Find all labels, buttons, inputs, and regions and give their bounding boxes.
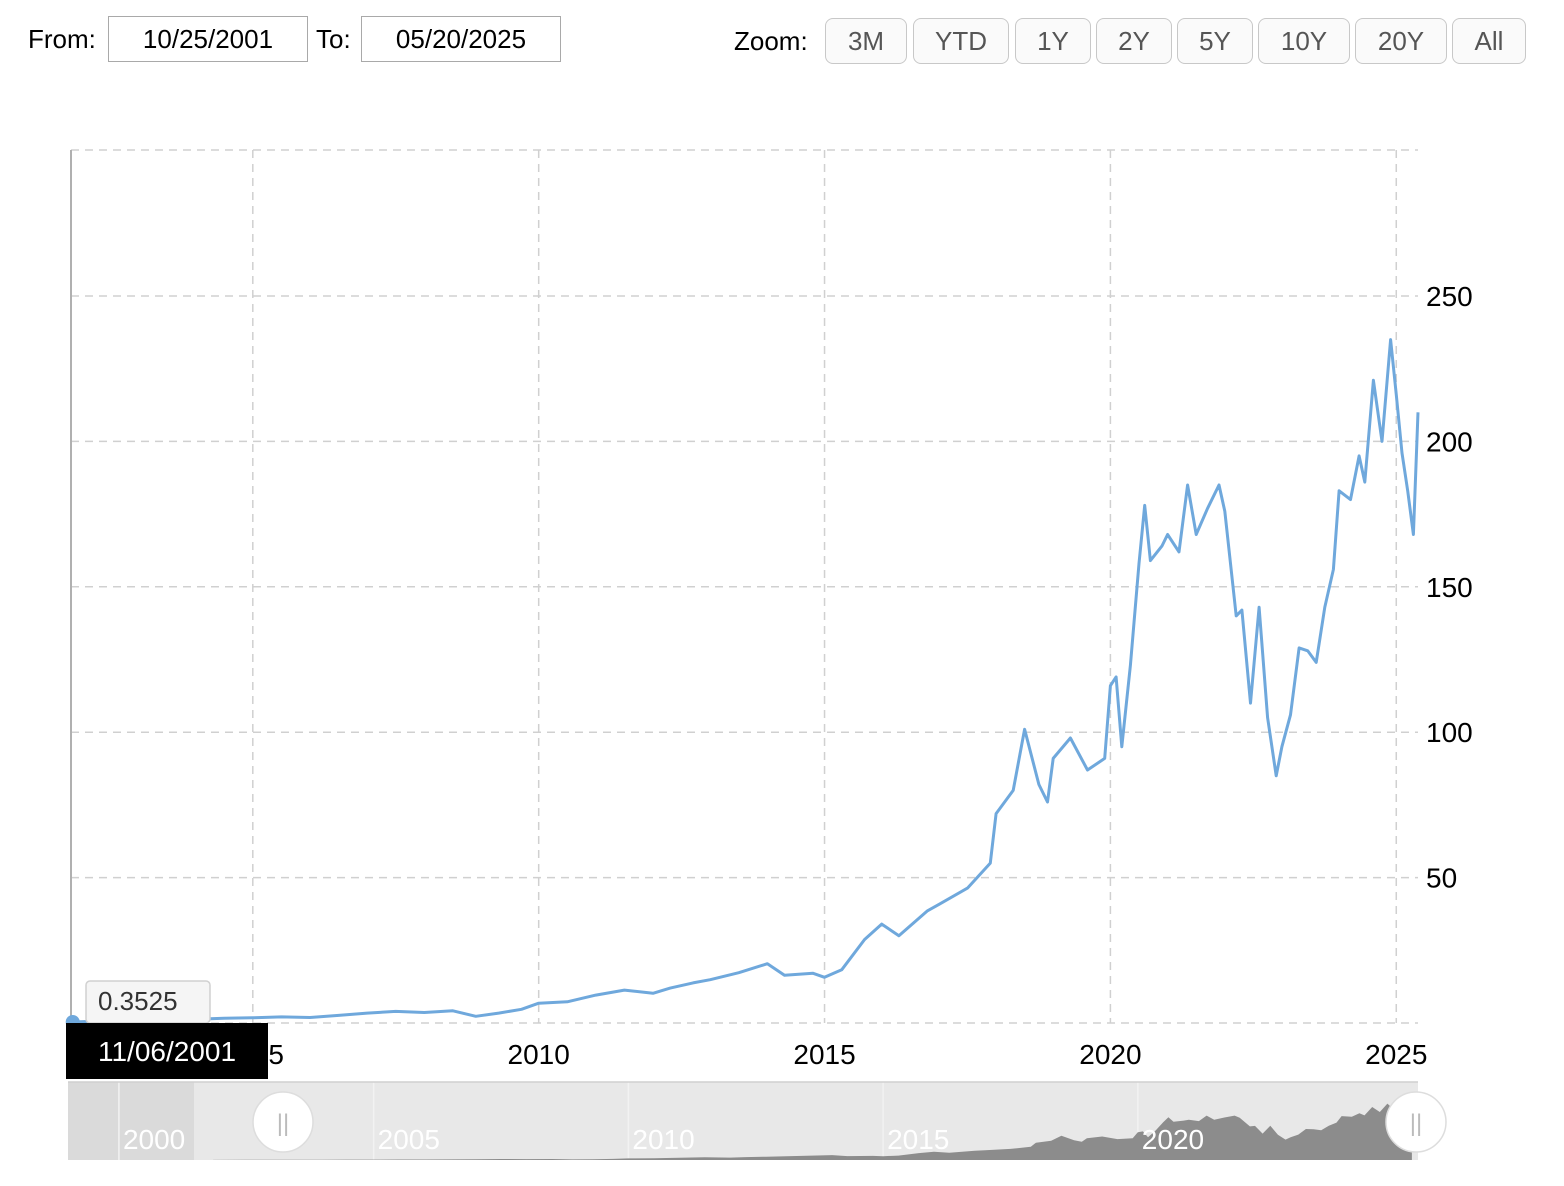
tooltip-value: 0.3525 [98,986,178,1016]
from-date-input[interactable]: 10/25/2001 [108,16,308,62]
navigator-year-label: 2000 [123,1124,185,1155]
navigator-left-handle[interactable]: || [252,1091,314,1153]
navigator-year-label: 2010 [632,1124,694,1155]
x-tick-label: 2010 [508,1039,570,1070]
zoom-button-all[interactable]: All [1452,18,1526,64]
y-tick-label: 50 [1426,863,1457,894]
navigator-year-label: 2015 [887,1124,949,1155]
y-tick-label: 100 [1426,717,1473,748]
x-tick-label: 2020 [1079,1039,1141,1070]
y-tick-label: 250 [1426,281,1473,312]
zoom-button-5y[interactable]: 5Y [1177,18,1253,64]
to-date-input[interactable]: 05/20/2025 [361,16,561,62]
navigator-area-series [213,1103,1412,1160]
x-gridlines [252,150,1398,1023]
date-tooltip: 11/06/2001 [66,1023,268,1079]
x-tick-label: 2025 [1365,1039,1427,1070]
zoom-button-1y[interactable]: 1Y [1015,18,1091,64]
navigator-year-label: 2005 [378,1124,440,1155]
zoom-button-20y[interactable]: 20Y [1355,18,1447,64]
navigator-right-grip-icon: || [1410,1110,1422,1137]
to-label: To: [316,24,351,54]
value-tooltip: 0.3525 [85,980,211,1024]
x-axis-labels: 20052010201520202025 [222,1039,1428,1070]
navigator-left-grip-icon: || [277,1110,289,1137]
y-tick-label: 150 [1426,572,1473,603]
x-tick-label: 2015 [793,1039,855,1070]
zoom-button-ytd[interactable]: YTD [913,18,1009,64]
navigator-year-label: 2020 [1142,1124,1204,1155]
y-tick-label: 200 [1426,426,1473,457]
from-label: From: [28,24,96,54]
navigator-right-handle[interactable]: || [1385,1091,1447,1153]
zoom-button-3m[interactable]: 3M [825,18,907,64]
navigator-labels: 2000 2005 2010 2015 2020 [123,1124,1204,1155]
tooltip-date: 11/06/2001 [98,1036,236,1067]
price-series-line [72,338,1420,1024]
y-gridlines [71,149,1418,1024]
zoom-button-10y[interactable]: 10Y [1258,18,1350,64]
navigator-outside-left [68,1082,194,1160]
navigator[interactable]: 2000 2005 2010 2015 2020 || || [68,1081,1447,1160]
zoom-button-2y[interactable]: 2Y [1096,18,1172,64]
y-axis-labels: 50 100 150 200 250 [1426,281,1473,894]
zoom-label: Zoom: [734,26,808,56]
